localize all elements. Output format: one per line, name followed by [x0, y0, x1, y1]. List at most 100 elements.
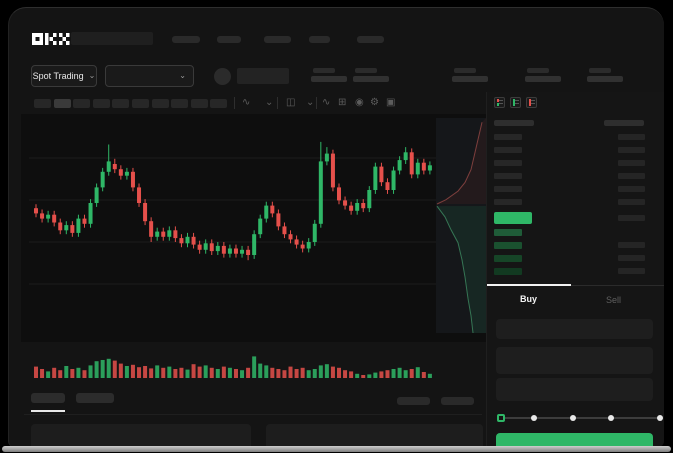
slider-step-dot[interactable] [657, 415, 664, 421]
fullscreen-icon[interactable]: ▣ [386, 97, 396, 108]
ob-col-header-amount [604, 120, 644, 126]
tab-divider [487, 285, 664, 286]
indicator-chevron-icon[interactable]: ⌄ [265, 97, 274, 108]
ask-price-skeleton[interactable] [494, 186, 522, 192]
volume-bar [312, 369, 317, 378]
bid-price-skeleton[interactable] [494, 242, 522, 249]
volume-bar [330, 366, 335, 378]
candle [112, 164, 117, 170]
line-tools-icon[interactable]: ∿ [322, 97, 331, 108]
timeframe-button[interactable] [171, 99, 189, 108]
nav-item-skeleton[interactable] [357, 36, 384, 43]
slider-handle[interactable] [496, 414, 505, 422]
ask-price-skeleton[interactable] [494, 199, 522, 205]
candle [167, 230, 172, 237]
candle-style-icon[interactable]: ◫ [286, 97, 296, 108]
stat-value-skeleton [353, 76, 389, 82]
indicator-icon[interactable]: ∿ [242, 97, 251, 108]
timeframe-button[interactable] [92, 99, 110, 108]
volume-bar [173, 369, 178, 378]
stat-label-skeleton [355, 68, 377, 73]
pair-dropdown[interactable]: ⌄ [105, 65, 194, 87]
depth-chart[interactable] [436, 118, 486, 333]
timeframe-button[interactable] [34, 99, 51, 108]
pair-search-skeleton[interactable] [71, 32, 153, 45]
tab-sell[interactable]: Sell [606, 295, 622, 305]
timeframe-button[interactable] [151, 99, 169, 108]
timeframe-button[interactable] [190, 99, 208, 108]
timeframe-button[interactable] [112, 99, 130, 108]
volume-bar [349, 371, 354, 378]
total-input[interactable] [496, 378, 653, 401]
candle [197, 244, 202, 250]
chart-settings-icon[interactable]: ⚙ [370, 97, 379, 108]
timeframe-button[interactable] [53, 99, 71, 108]
timeframe-button[interactable] [73, 99, 91, 108]
ask-amount-skeleton [618, 173, 645, 179]
slider-step-dot[interactable] [531, 415, 538, 421]
slider-step-dot[interactable] [608, 415, 615, 421]
volume-bar [343, 370, 348, 378]
candle [161, 231, 166, 237]
app-window: Spot Trading ⌄ ⌄ ∿ ⌄ ◫ ⌄ ∿ ⊞ ◉ ⚙ ▣ Buy Sell [8, 7, 664, 447]
volume-bar [379, 371, 384, 378]
nav-item-skeleton[interactable] [217, 36, 241, 43]
candle-style-chevron-icon[interactable]: ⌄ [306, 97, 315, 108]
candle [252, 234, 257, 255]
volume-chart[interactable] [29, 344, 436, 382]
line [515, 103, 519, 104]
bid-price-skeleton[interactable] [494, 255, 522, 262]
market-type-selector[interactable]: Spot Trading ⌄ [31, 65, 97, 87]
compare-icon[interactable]: ⊞ [338, 97, 347, 108]
ask-price-skeleton[interactable] [494, 173, 522, 179]
orderbook-bids-icon[interactable] [510, 97, 521, 108]
nav-item-skeleton[interactable] [172, 36, 200, 43]
volume-bar [118, 363, 123, 378]
nav-item-skeleton[interactable] [309, 36, 330, 43]
stat-value-skeleton [311, 76, 347, 82]
volume-bar [415, 367, 420, 378]
volume-bar [52, 367, 57, 378]
ask-price-skeleton[interactable] [494, 160, 522, 166]
ticker-stat [525, 66, 565, 84]
candle [258, 218, 263, 235]
ask-bar [497, 99, 499, 102]
bid-price-skeleton[interactable] [494, 229, 522, 236]
bottom-tab-skeleton[interactable] [31, 393, 65, 403]
ask-price-skeleton[interactable] [494, 134, 522, 140]
last-price-bar[interactable] [494, 212, 532, 224]
bid-price-skeleton[interactable] [494, 268, 522, 275]
timeframe-button[interactable] [210, 99, 228, 108]
amount-slider[interactable] [496, 414, 664, 422]
orderbook-all-icon[interactable] [494, 97, 505, 108]
candlestick-chart[interactable] [29, 116, 436, 342]
candle [294, 239, 299, 245]
bottom-action-skeleton[interactable] [397, 397, 430, 405]
bottom-action-skeleton[interactable] [441, 397, 474, 405]
line [499, 103, 503, 104]
candle [46, 214, 51, 219]
price-input[interactable] [496, 319, 653, 339]
ask-price-skeleton[interactable] [494, 147, 522, 153]
tab-buy[interactable]: Buy [520, 294, 538, 304]
candle [415, 162, 420, 175]
slider-step-dot[interactable] [570, 415, 577, 421]
volume-bar [258, 363, 263, 378]
ticker-stat [353, 66, 393, 84]
timeframe-button[interactable] [132, 99, 149, 108]
candle [221, 245, 226, 254]
device-bottom-bezel [2, 446, 671, 452]
orderbook-asks-icon[interactable] [526, 97, 537, 108]
bottom-tab-skeleton[interactable] [76, 393, 114, 403]
volume-bar [355, 373, 360, 378]
ask-amount-skeleton [618, 186, 645, 192]
screenshot-icon[interactable]: ◉ [355, 97, 364, 108]
volume-bar [185, 369, 190, 378]
amount-input[interactable] [496, 347, 653, 374]
bid-amount-skeleton [618, 255, 645, 261]
okx-logo[interactable] [31, 33, 71, 45]
bottom-active-tab-underline [31, 410, 65, 412]
nav-item-skeleton[interactable] [264, 36, 291, 43]
submit-order-button[interactable] [496, 433, 653, 447]
volume-bar [385, 370, 390, 378]
